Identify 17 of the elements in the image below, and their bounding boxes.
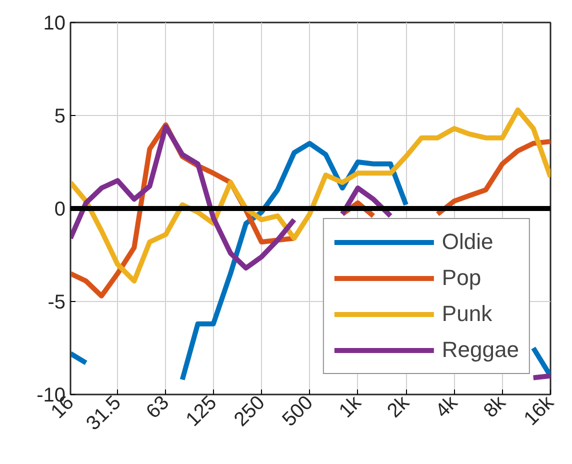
y-tick-label: 0 <box>54 198 66 220</box>
x-tick-label: 16k <box>520 391 559 430</box>
x-tick-label: 250 <box>230 392 270 431</box>
y-tick-label: 5 <box>54 106 66 128</box>
legend-label: Punk <box>442 301 492 327</box>
x-tick-label: 500 <box>278 392 318 431</box>
y-tick-label: 10 <box>43 12 66 34</box>
legend-label: Pop <box>442 265 482 291</box>
x-tick-label: 8k <box>480 391 511 422</box>
x-tick-label: 63 <box>142 392 174 424</box>
y-tick-label: -5 <box>48 292 66 314</box>
x-tick-label: 1k <box>335 391 366 422</box>
legend-label: Oldie <box>442 229 494 255</box>
x-tick-label: 125 <box>182 392 222 431</box>
x-tick-label: 4k <box>431 391 463 422</box>
legend-label: Reggae <box>442 337 519 363</box>
x-tick-label: 2k <box>383 391 414 422</box>
